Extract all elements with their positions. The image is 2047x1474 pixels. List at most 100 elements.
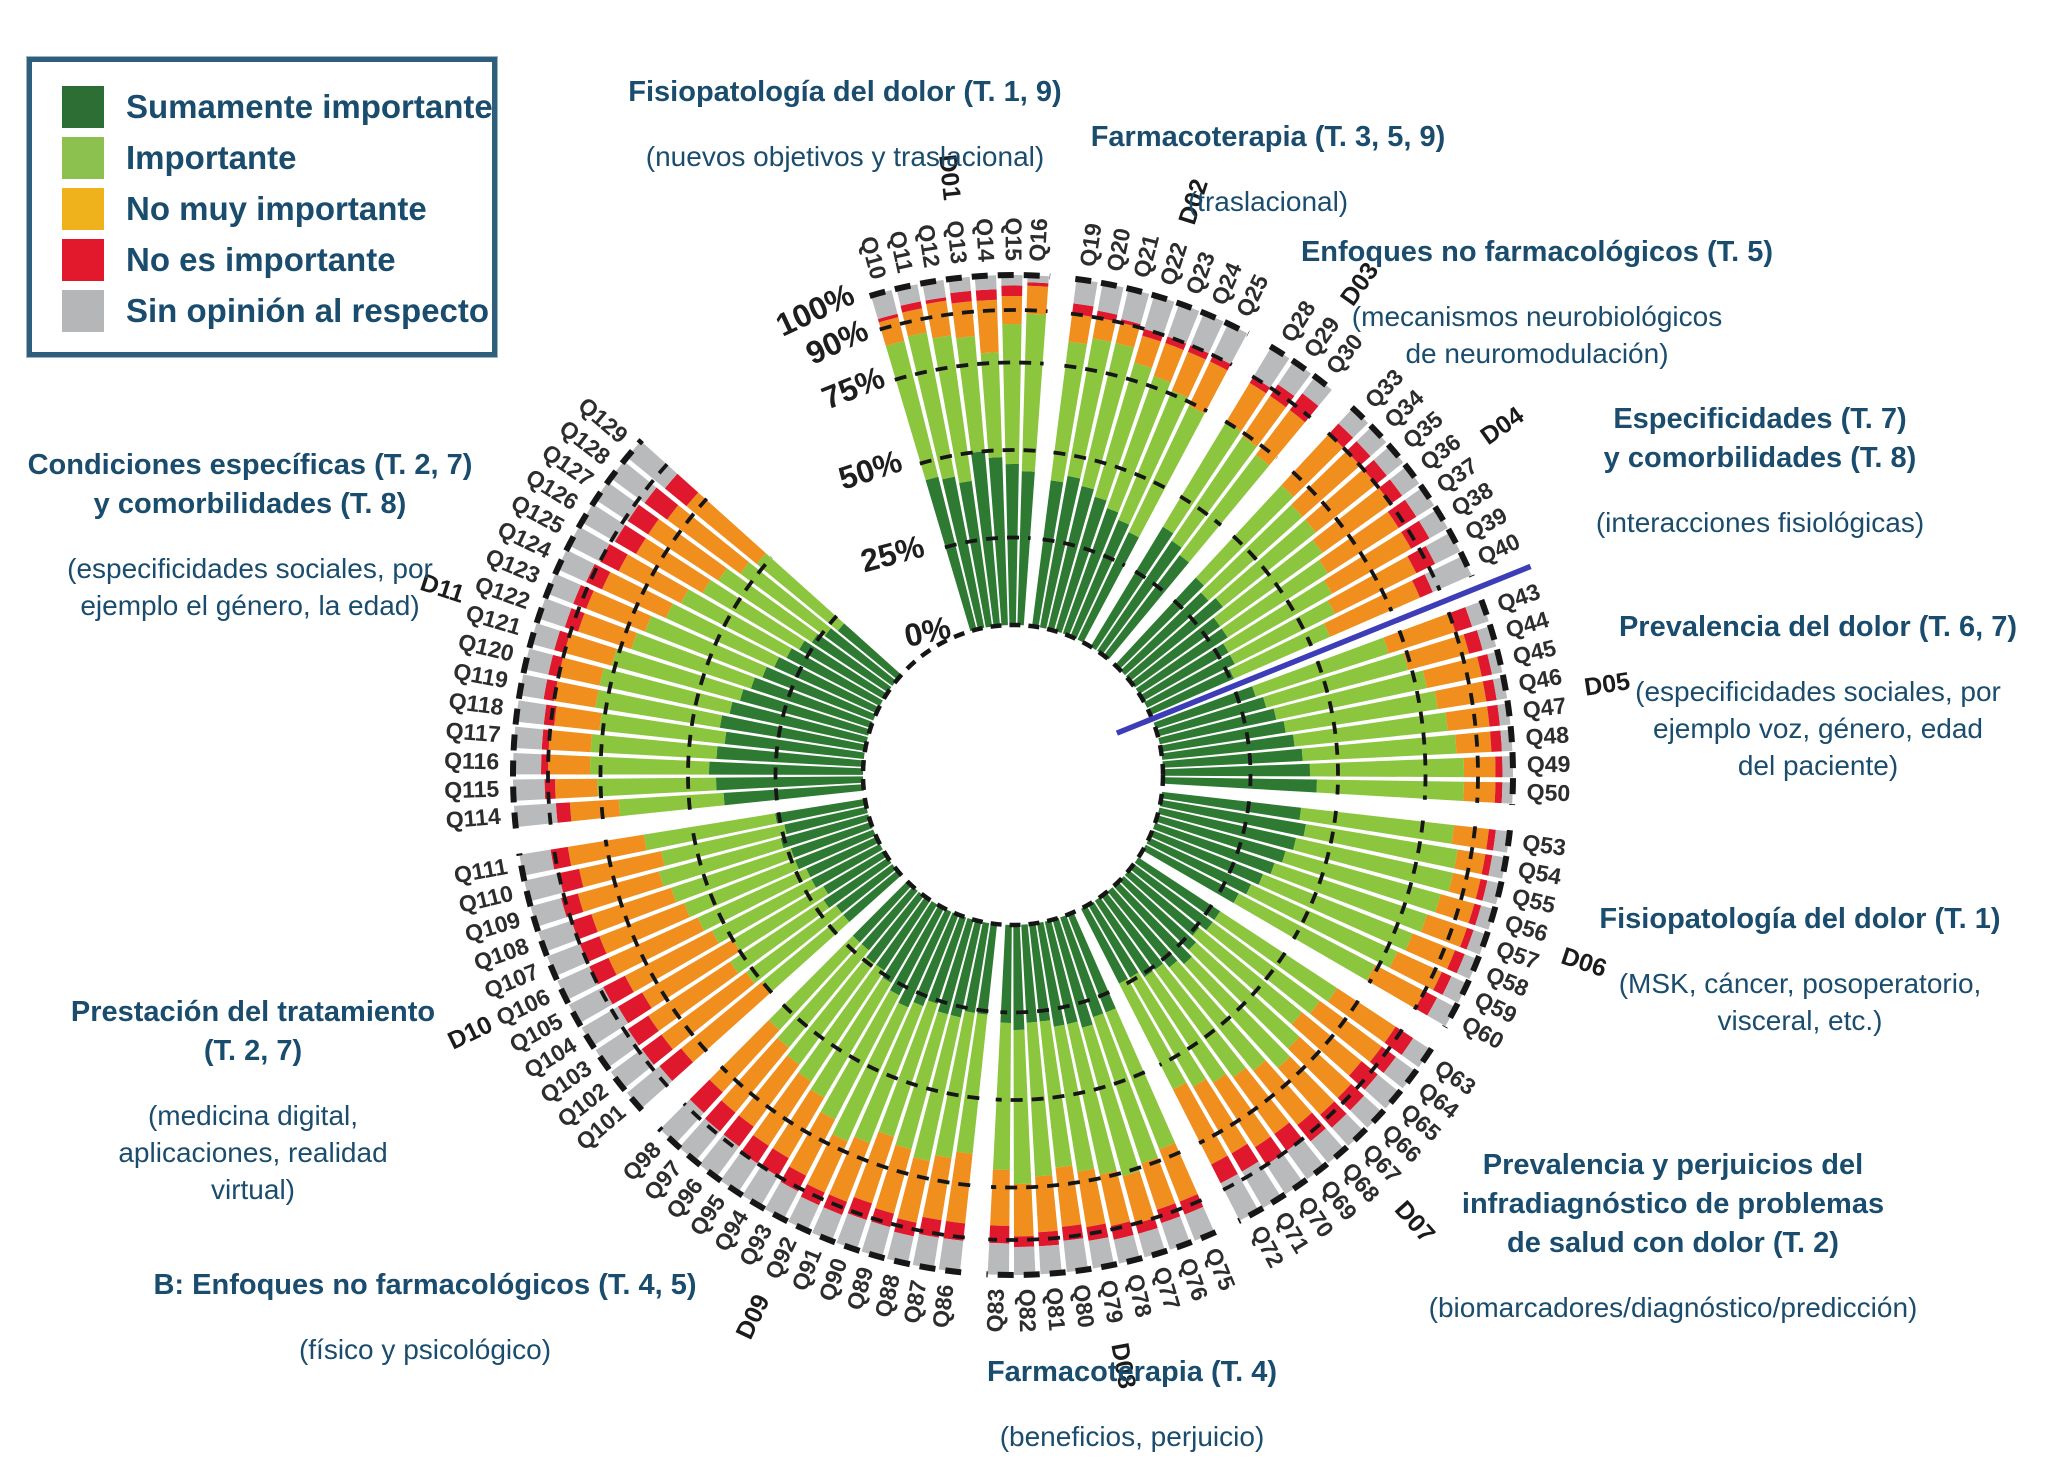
grid-ring-25 [776, 811, 839, 936]
annotation-fisiopatologia-dolor-top: Fisiopatología del dolor (T. 1, 9) (nuev… [475, 55, 1215, 194]
bar-Q105-segment-1 [711, 879, 817, 944]
bar-Q91-segment-4 [812, 1207, 843, 1242]
bar-Q108-segment-3 [571, 914, 598, 940]
bar-Q70-segment-4 [1266, 1153, 1304, 1195]
bar-Q33-segment-4 [1338, 408, 1369, 438]
bar-Q77-segment-4 [1138, 1227, 1166, 1258]
bar-Q103-segment-0 [823, 857, 892, 908]
bar-Q116-segment-4 [513, 753, 542, 775]
label-Q49: Q49 [1527, 751, 1571, 778]
bar-Q121-segment-2 [564, 633, 617, 666]
annotation-subtitle: (traslacional) [1187, 185, 1349, 217]
label-Q83: Q83 [982, 1288, 1009, 1332]
bar-Q35-segment-1 [1215, 519, 1316, 607]
annotation-enfoques-no-farmacologicos-b: B: Enfoques no farmacológicos (T. 4, 5) … [105, 1248, 745, 1387]
grid-ring-50 [995, 1070, 1146, 1102]
bar-Q58-segment-4 [1456, 954, 1478, 980]
bar-Q92 [788, 908, 952, 1231]
bar-Q57-segment-2 [1420, 914, 1467, 948]
bar-Q16 [1017, 275, 1049, 626]
bar-Q25-segment-4 [1213, 323, 1248, 365]
legend-label: No es importante [126, 241, 396, 278]
bar-Q19-segment-4 [1073, 279, 1098, 307]
annotation-farmacoterapia-bottom: Farmacoterapia (T. 4) (beneficios, perju… [872, 1335, 1392, 1474]
bar-Q59-segment-2 [1389, 951, 1442, 991]
bar-Q36-segment-0 [1131, 617, 1221, 688]
bar-Q93 [764, 905, 945, 1220]
bar-Q34-segment-4 [1356, 426, 1387, 457]
annotation-prestacion-tratamiento: Prestación del tratamiento (T. 2, 7) (me… [43, 975, 463, 1227]
bar-Q96-segment-2 [738, 1055, 800, 1127]
bar-Q64-segment-1 [1206, 921, 1320, 1014]
annotation-title: Prevalencia del dolor (T. 6, 7) [1618, 611, 2018, 643]
annotation-title: Especificidades (T. 7) y comorbilidades … [1603, 403, 1917, 474]
bar-Q53-segment-1 [1299, 807, 1455, 844]
bar-Q104 [581, 850, 887, 1047]
bar-Q128-segment-0 [824, 628, 897, 686]
bar-Q46-segment-3 [1482, 679, 1497, 702]
bar-Q21 [1047, 288, 1150, 631]
annotation-subtitle: (MSK, cáncer, posoperatorio, visceral, e… [1618, 967, 1982, 1036]
bar-Q25-segment-1 [1128, 405, 1205, 538]
bar-Q121-segment-0 [739, 689, 871, 736]
bar-Q60-segment-3 [1415, 991, 1438, 1016]
bar-Q69-segment-2 [1233, 1067, 1290, 1134]
annotation-title: B: Enfoques no farmacológicos (T. 4, 5) [153, 1269, 697, 1301]
bar-Q59-segment-1 [1246, 884, 1398, 968]
grid-ring-75 [1224, 419, 1279, 460]
bar-Q123-segment-4 [547, 573, 581, 604]
annotation-prevalencia-perjuicios: Prevalencia y perjuicios del infradiagnó… [1363, 1128, 1983, 1345]
axis-tick-25: 25% [857, 528, 928, 579]
bar-Q70-segment-2 [1212, 1073, 1271, 1148]
bar-Q37 [1135, 487, 1435, 695]
grid-ring-75 [1397, 629, 1428, 800]
label-Q86: Q86 [927, 1283, 958, 1329]
bar-Q109-segment-0 [780, 814, 871, 849]
bar-Q49-segment-1 [1309, 757, 1464, 778]
bar-Q103 [595, 857, 892, 1068]
annotation-title: Prevalencia y perjuicios del infradiagnó… [1461, 1149, 1885, 1259]
bar-Q70 [1094, 897, 1304, 1195]
bar-Q60-segment-0 [1142, 844, 1239, 904]
bar-Q46-segment-1 [1283, 690, 1438, 733]
bar-Q116-segment-2 [548, 754, 591, 775]
bar-Q11 [896, 284, 985, 630]
bar-Q44-segment-1 [1263, 653, 1409, 708]
bar-Q90-segment-0 [927, 915, 967, 1004]
bar-Q96 [699, 891, 925, 1178]
bar-Q79-segment-0 [1037, 921, 1065, 1027]
bar-Q67-segment-2 [1277, 1056, 1335, 1115]
bar-Q15-segment-0 [1005, 464, 1019, 626]
bar-Q90-segment-3 [847, 1197, 873, 1221]
bar-Q30-segment-0 [1103, 555, 1189, 660]
bar-Q106-segment-1 [697, 868, 811, 931]
bar-Q86-segment-0 [977, 923, 998, 1015]
bar-Q38-segment-0 [1140, 643, 1229, 701]
bar-Q23-segment-2 [1153, 343, 1184, 383]
bar-Q34-segment-3 [1346, 441, 1371, 466]
bar-Q110-segment-2 [579, 851, 665, 888]
annotation-condiciones-especificas: Condiciones específicas (T. 2, 7) y como… [0, 428, 500, 643]
bar-Q50 [1162, 777, 1513, 804]
bar-Q75-segment-4 [1184, 1206, 1215, 1241]
bar-Q47-segment-3 [1487, 704, 1500, 727]
bar-Q80-segment-0 [1029, 923, 1051, 1022]
bar-Q88-segment-0 [950, 920, 982, 1018]
bar-Q54-segment-3 [1481, 854, 1493, 876]
bar-Q96-segment-0 [866, 891, 925, 964]
grid-ring-25 [1000, 990, 1111, 1015]
bar-Q35 [1125, 446, 1404, 682]
annotation-farmacoterapia-top: Farmacoterapia (T. 3, 5, 9) (traslaciona… [988, 100, 1548, 239]
bar-Q63-segment-2 [1327, 988, 1396, 1043]
bar-Q29-segment-2 [1242, 395, 1287, 447]
bar-Q94-segment-1 [810, 977, 892, 1098]
bar-Q94-segment-4 [742, 1165, 779, 1207]
bar-Q89-segment-1 [895, 1011, 949, 1150]
bar-Q49 [1162, 755, 1513, 778]
bar-Q68-segment-3 [1297, 1112, 1326, 1142]
bar-Q83-segment-2 [990, 1169, 1010, 1226]
annotation-subtitle: (especificidades sociales, por ejemplo v… [1635, 675, 2001, 781]
bar-Q86-segment-4 [938, 1238, 964, 1273]
bar-Q76-segment-3 [1156, 1203, 1181, 1224]
bar-Q53-segment-4 [1493, 829, 1510, 853]
